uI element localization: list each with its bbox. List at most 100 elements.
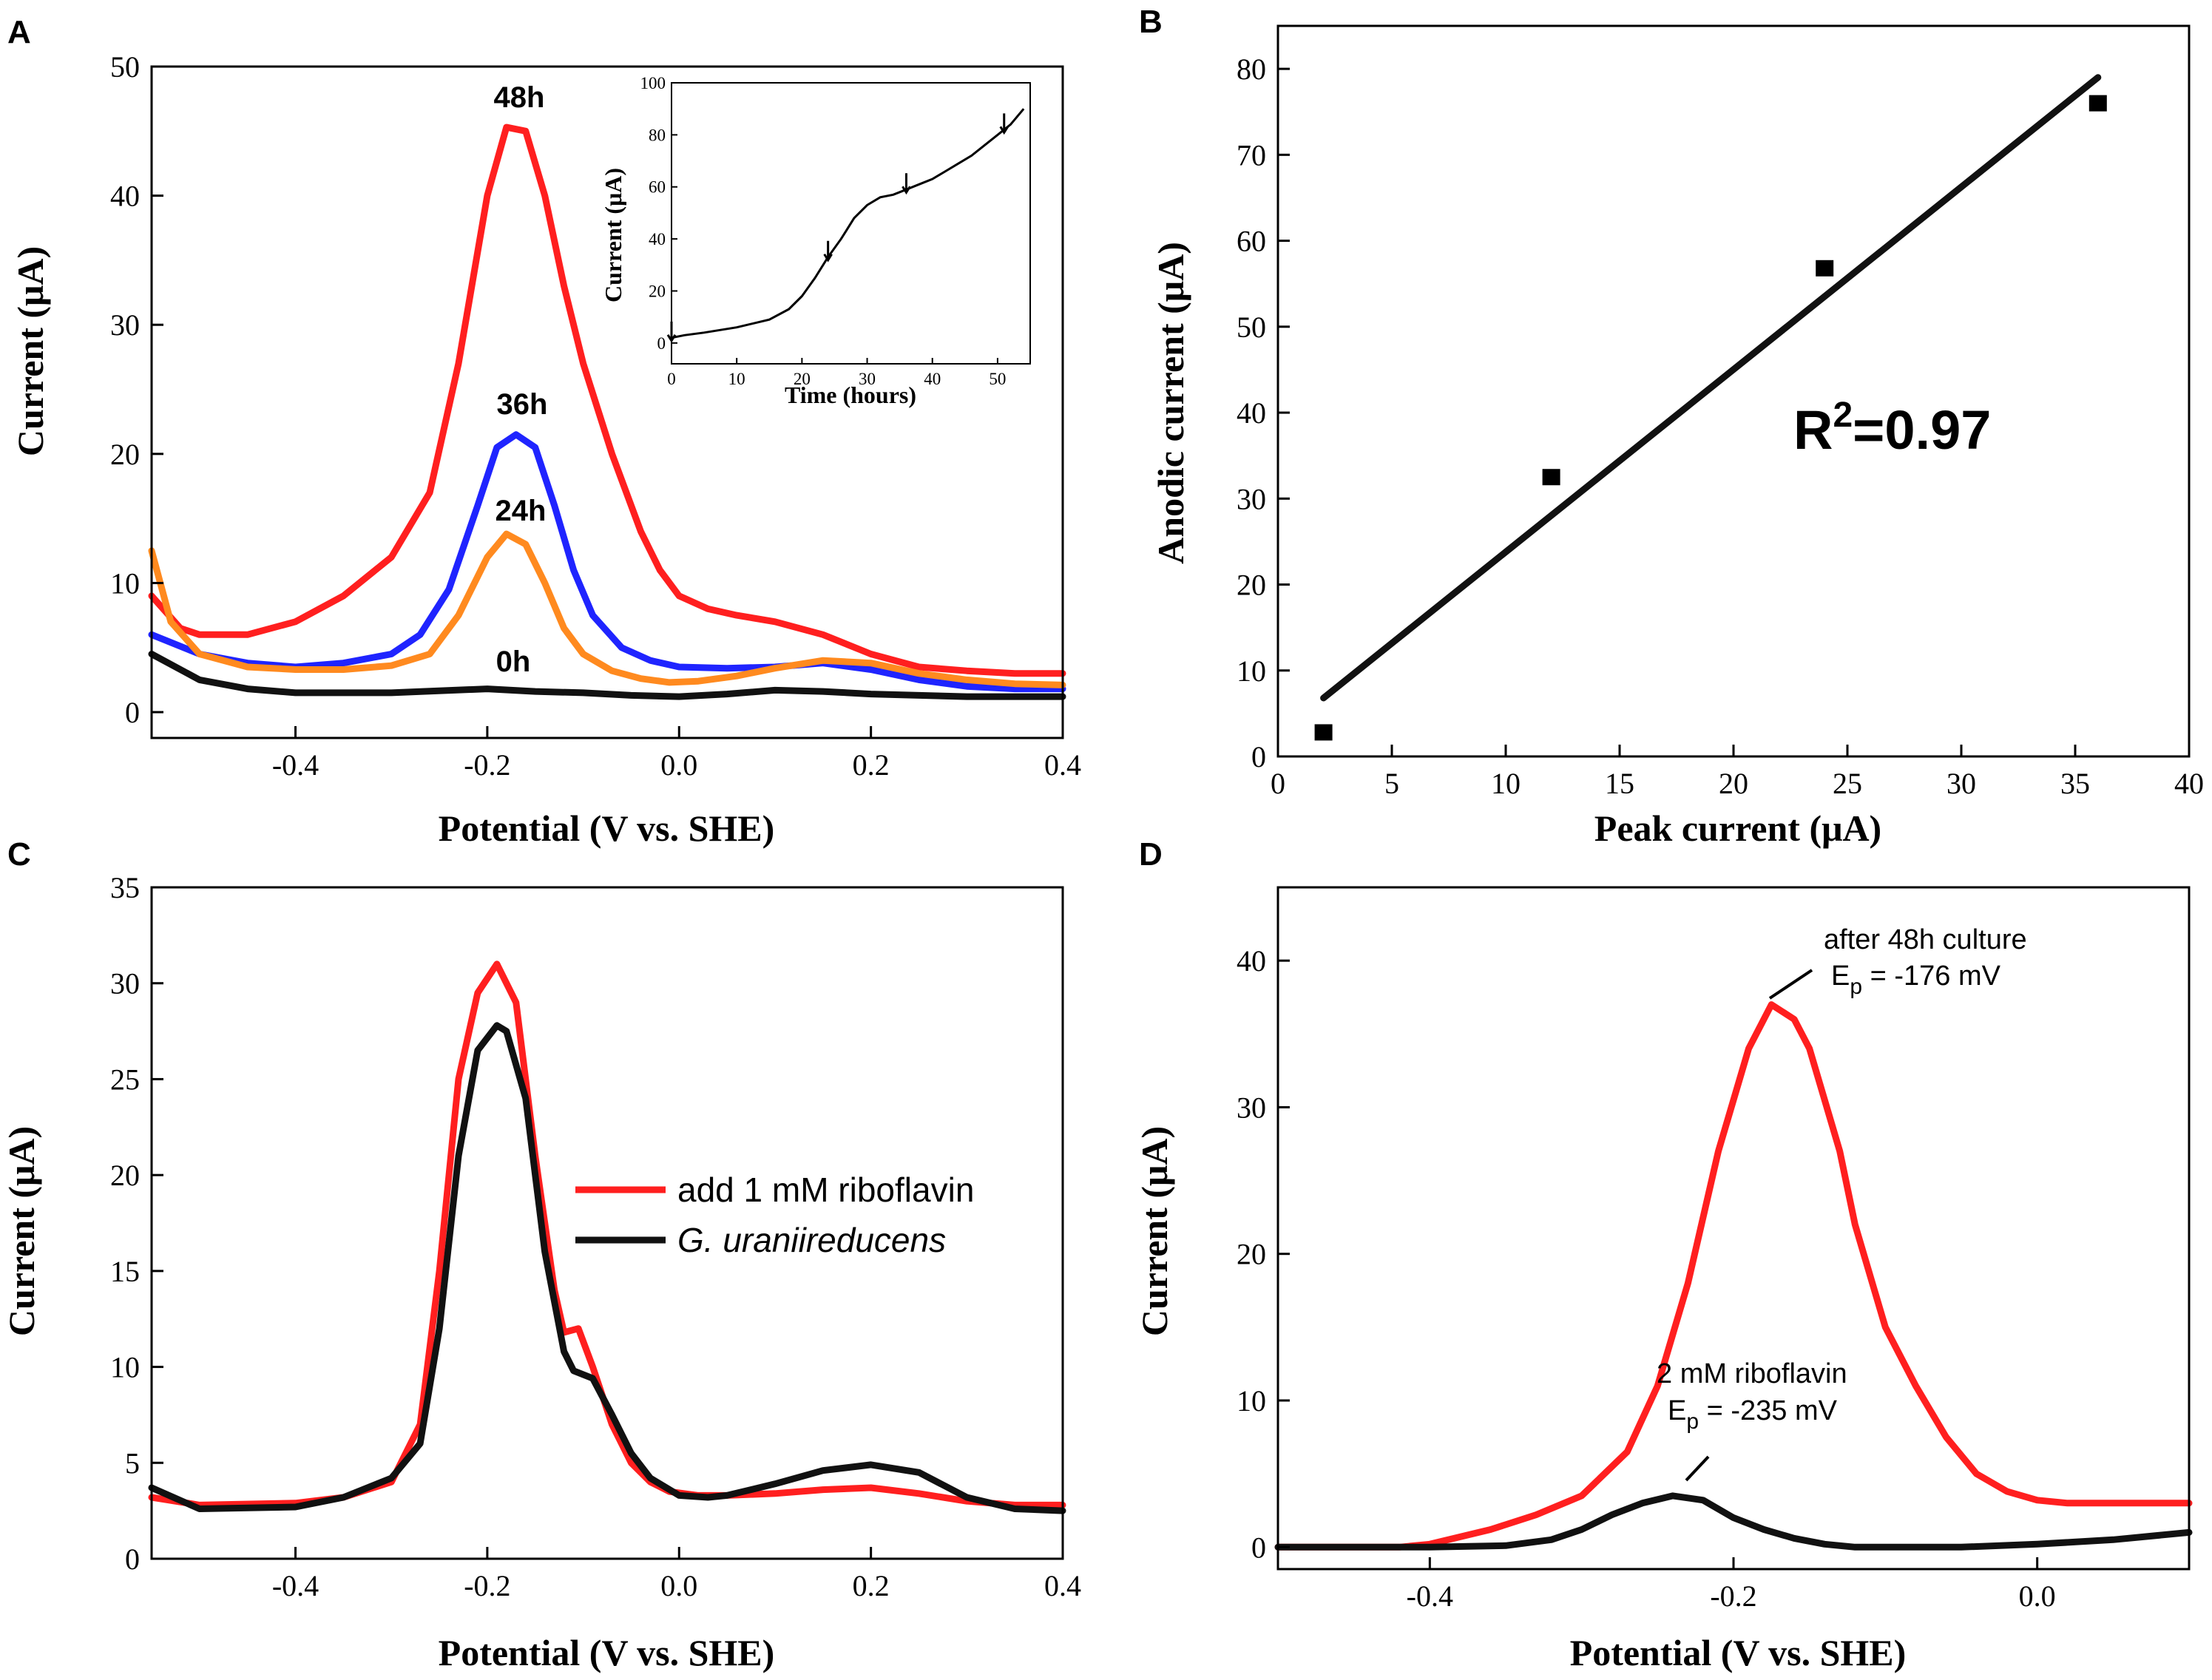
panel-b-fit-line <box>1320 74 2102 702</box>
panel-c-y-axis-label: Current (μA) <box>1 1126 42 1336</box>
inset-current-vs-time-line <box>671 108 1025 339</box>
panel-d-x-tick-label-0: -0.4 <box>1407 1579 1453 1613</box>
panel-d: D -0.4 -0.2 0.0 0 10 20 30 40 Potential (V vs. … <box>1134 836 2193 1673</box>
panel-c-x-tick-label-4: 0.4 <box>1044 1569 1081 1602</box>
panel-d-y-tick-label-1: 10 <box>1237 1384 1266 1418</box>
panel-b-x-tick-label-3: 15 <box>1605 767 1634 800</box>
panel-c-y-tick-label-1: 5 <box>125 1446 140 1480</box>
panel-d-y-tick-label-2: 20 <box>1237 1238 1266 1271</box>
panel-a-y-tick-label-4: 40 <box>110 180 140 213</box>
panel-a-x-tick-label-0: -0.4 <box>272 748 319 782</box>
annotation-after-48h-title: after 48h culture <box>1824 924 2027 955</box>
panel-a-y-tick-label-1: 10 <box>110 566 140 600</box>
inset-addition-marker-1 <box>823 240 833 262</box>
panel-c-series-g-uraniireducens <box>148 1022 1066 1514</box>
panel-letter-d: D <box>1139 836 1163 873</box>
r-squared-annotation: R2=0.97 <box>1793 396 1991 461</box>
panel-d-x-axis-label: Potential (V vs. SHE) <box>1570 1632 1907 1673</box>
panel-c: C -0.4 -0.2 0.0 0.2 0.4 0 5 10 15 20 25 30 35 Potent… <box>1 836 1081 1673</box>
panel-c-y-tick-label-3: 15 <box>110 1255 140 1288</box>
inset-x-axis-label: Time (hours) <box>785 382 916 408</box>
inset-x-tick-label-5: 50 <box>989 370 1006 388</box>
panel-b-y-tick-label-0: 0 <box>1251 740 1266 773</box>
panel-a-x-tick-label-4: 0.4 <box>1044 748 1081 782</box>
inset-y-tick-label-1: 20 <box>649 282 666 300</box>
panel-a-y-tick-label-0: 0 <box>125 696 140 729</box>
panel-a-frame <box>150 65 1064 739</box>
inset-x-tick-label-1: 10 <box>728 370 745 388</box>
panel-d-y-axis-label: Current (μA) <box>1134 1126 1175 1336</box>
legend-label-g-uraniireducens: G. uraniireducens <box>677 1221 946 1259</box>
panel-b-y-tick-label-3: 30 <box>1237 482 1266 515</box>
panel-a: A -0.4 -0.2 0.0 0.2 0.4 0 10 20 30 40 50 Potential… <box>7 14 1081 849</box>
panel-c-y-tick-label-2: 10 <box>110 1351 140 1384</box>
panel-c-series-add-1-mm-riboflavin <box>148 961 1066 1508</box>
label-36h: 36h <box>497 388 548 421</box>
panel-b-y-axis-label: Anodic current (μA) <box>1150 242 1191 564</box>
panel-a-plot-area: -0.4 -0.2 0.0 0.2 0.4 0 10 20 30 40 50 <box>110 50 1081 782</box>
annotation-riboflavin-title: 2 mM riboflavin <box>1657 1358 1847 1389</box>
panel-d-series-after-48h-culture <box>1274 1001 2193 1551</box>
panel-c-x-tick-label-1: -0.2 <box>464 1569 510 1602</box>
panel-a-x-tick-label-1: -0.2 <box>464 748 510 782</box>
inset-frame <box>671 82 1031 365</box>
panel-b-data-point-2 <box>1816 260 1834 277</box>
panel-b-y-tick-label-1: 10 <box>1237 654 1266 688</box>
label-24h: 24h <box>495 495 547 527</box>
panel-b-y-tick-label-5: 50 <box>1237 311 1266 344</box>
panel-a-series-0h <box>148 651 1066 700</box>
panel-a-y-tick-label-3: 30 <box>110 308 140 342</box>
panel-c-y-tick-label-0: 0 <box>125 1542 140 1576</box>
panel-d-plot-area: -0.4 -0.2 0.0 0 10 20 30 40 <box>1237 886 2193 1613</box>
inset-y-tick-label-0: 0 <box>657 334 666 353</box>
annotation-after-48h-ep: Ep = -176 mV <box>1831 961 2001 999</box>
panel-c-x-tick-label-2: 0.0 <box>660 1569 697 1602</box>
panel-a-x-tick-label-3: 0.2 <box>853 748 890 782</box>
inset-x-tick-label-2: 20 <box>794 370 811 388</box>
panel-b-y-tick-label-7: 70 <box>1237 138 1266 172</box>
panel-c-plot-area: -0.4 -0.2 0.0 0.2 0.4 0 5 10 15 20 25 30 35 <box>110 871 1081 1602</box>
inset-y-tick-label-4: 80 <box>649 126 666 144</box>
panel-letter-b: B <box>1139 4 1163 40</box>
panel-b-x-tick-label-5: 25 <box>1833 767 1862 800</box>
panel-b-data-point-3 <box>2088 95 2107 112</box>
panel-a-y-tick-label-2: 20 <box>110 438 140 471</box>
panel-a-y-tick-label-5: 50 <box>110 50 140 84</box>
panel-b: B 0 5 10 15 20 25 30 35 40 0 10 20 30 40 50 60 70 80 Peak… <box>1139 4 2204 849</box>
annotation-riboflavin-ep: Ep = -235 mV <box>1668 1395 1838 1434</box>
panel-a-series-48h <box>148 123 1066 677</box>
panel-c-x-tick-label-0: -0.4 <box>272 1569 319 1602</box>
panel-a-series-24h <box>148 530 1066 688</box>
panel-b-x-tick-label-6: 30 <box>1947 767 1976 800</box>
inset-y-axis-label: Current (μA) <box>600 168 626 302</box>
panel-d-y-tick-label-0: 0 <box>1251 1531 1266 1564</box>
panel-b-y-tick-label-6: 60 <box>1237 225 1266 258</box>
panel-b-x-tick-label-0: 0 <box>1271 767 1285 800</box>
panel-c-x-tick-label-3: 0.2 <box>853 1569 890 1602</box>
panel-b-y-tick-label-8: 80 <box>1237 52 1266 86</box>
panel-b-x-axis-label: Peak current (μA) <box>1594 807 1881 849</box>
panel-d-y-tick-label-4: 40 <box>1237 944 1266 978</box>
panel-d-x-tick-label-1: -0.2 <box>1710 1579 1756 1613</box>
inset-x-tick-label-0: 0 <box>667 370 676 388</box>
panel-a-x-axis-label: Potential (V vs. SHE) <box>439 807 775 849</box>
panel-b-x-tick-label-8: 40 <box>2174 767 2204 800</box>
panel-letter-a: A <box>7 14 31 50</box>
panel-b-x-tick-label-1: 5 <box>1384 767 1399 800</box>
panel-c-x-axis-label: Potential (V vs. SHE) <box>439 1632 775 1673</box>
panel-b-x-tick-label-4: 20 <box>1719 767 1748 800</box>
panel-b-x-tick-label-7: 35 <box>2060 767 2090 800</box>
panel-c-y-tick-label-4: 20 <box>110 1159 140 1192</box>
legend-label-riboflavin: add 1 mM riboflavin <box>677 1171 974 1209</box>
label-0h: 0h <box>496 646 531 678</box>
panel-c-y-tick-label-5: 25 <box>110 1063 140 1096</box>
panel-c-y-tick-label-6: 30 <box>110 967 140 1000</box>
panel-b-plot-area: 0 5 10 15 20 25 30 35 40 0 10 20 30 40 50 60 70 80 <box>1237 24 2204 800</box>
inset-y-tick-label-5: 100 <box>640 74 666 92</box>
inset-y-tick-label-2: 40 <box>649 230 666 248</box>
panel-b-data-point-0 <box>1314 724 1333 741</box>
panel-b-x-tick-label-2: 10 <box>1491 767 1521 800</box>
panel-a-inset: 0 10 20 30 40 50 0 20 40 60 80 100 <box>640 74 1031 388</box>
panel-d-y-tick-label-3: 30 <box>1237 1091 1266 1124</box>
